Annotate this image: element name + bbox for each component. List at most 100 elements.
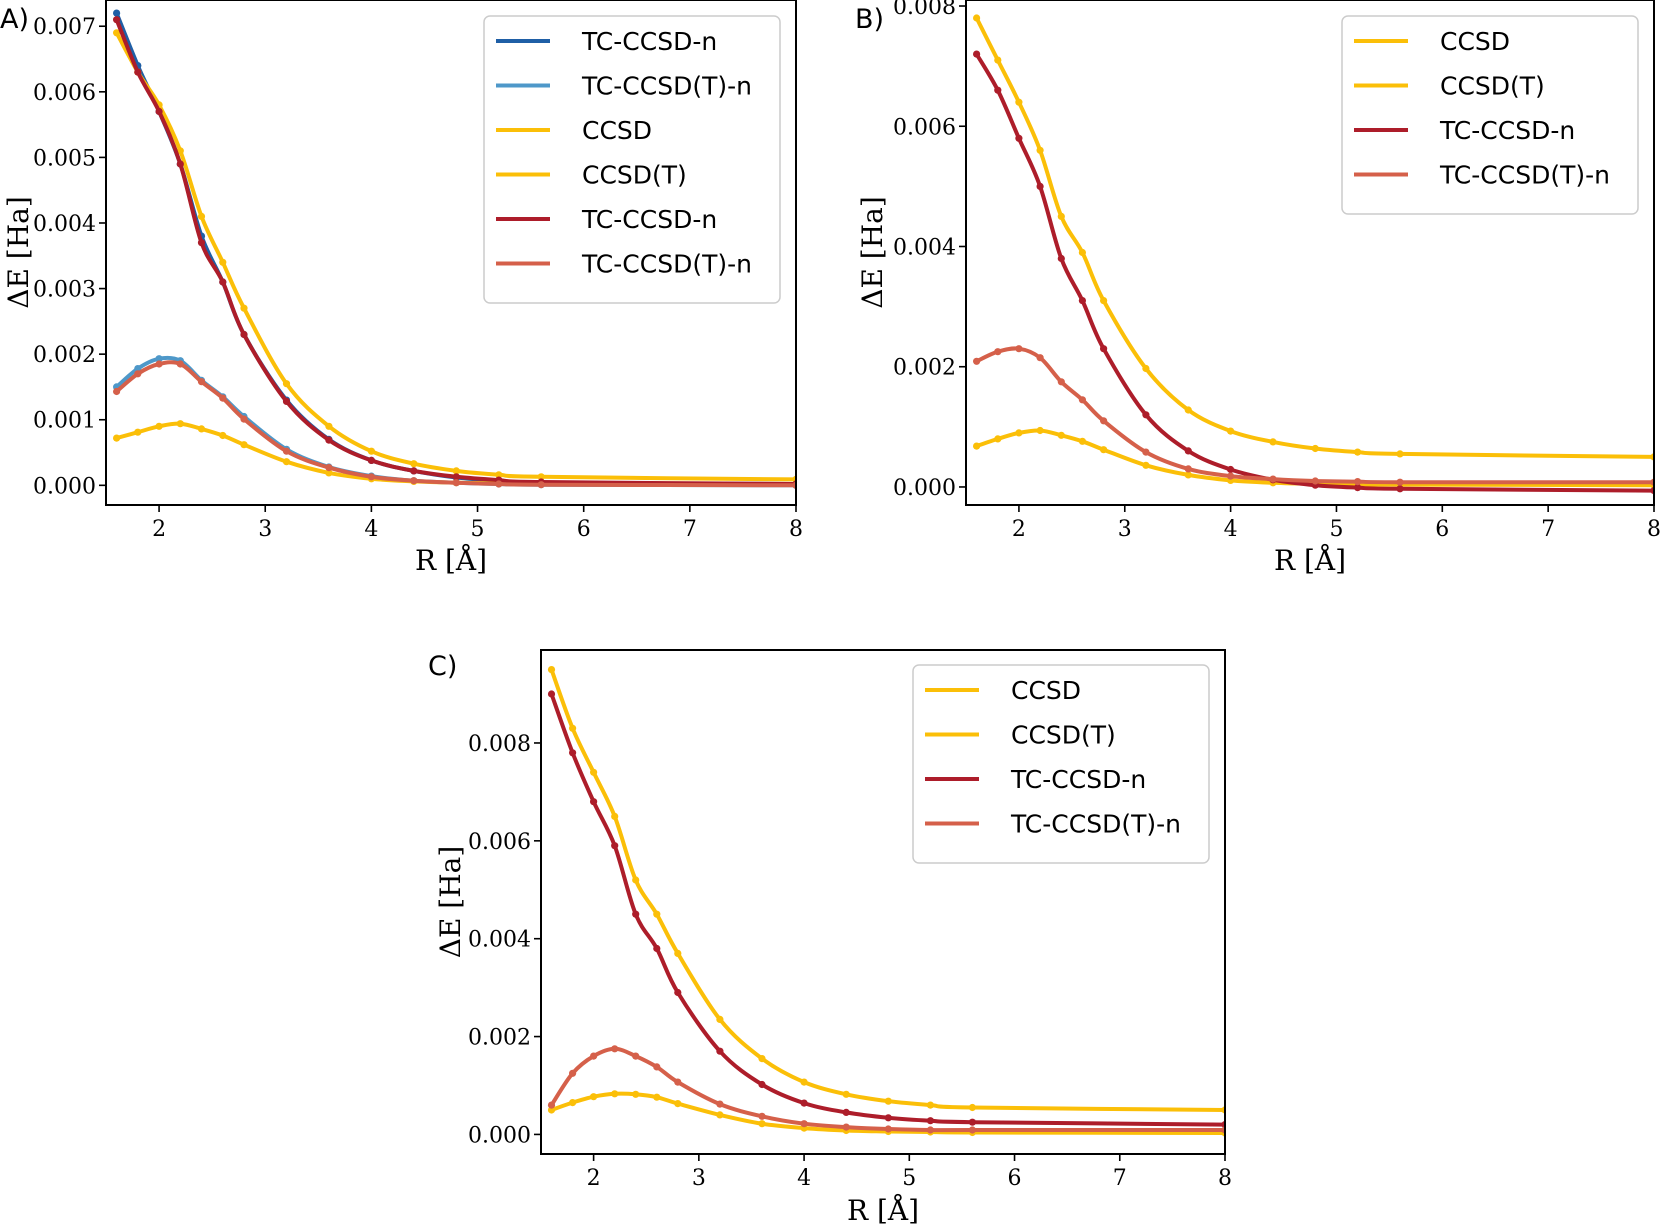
data-point [325, 436, 333, 444]
series-line-0 [974, 16, 1654, 459]
series-line-2 [974, 52, 1654, 493]
series-line-2 [549, 692, 1225, 1127]
data-point [113, 434, 121, 442]
data-point [495, 471, 503, 479]
data-point [842, 1090, 850, 1098]
data-point [367, 473, 375, 481]
y-tick-label: 0.005 [33, 146, 96, 171]
y-tick-label: 0.006 [468, 830, 531, 855]
data-point [994, 348, 1002, 356]
data-point [1142, 461, 1150, 469]
data-point [282, 397, 291, 405]
data-point [113, 9, 121, 17]
x-tick-label: 2 [152, 517, 166, 542]
legend-entry: TC-CCSD-n [1010, 765, 1146, 794]
data-point [1015, 98, 1023, 106]
data-point [134, 68, 142, 76]
data-point [134, 428, 142, 436]
data-point [968, 1103, 977, 1112]
data-point [113, 16, 121, 24]
data-point [653, 1093, 661, 1101]
data-point [611, 812, 619, 821]
plot-frame [965, 0, 1655, 506]
y-tick-label: 0.004 [893, 235, 956, 260]
legend-entry: TC-CCSD-n [1439, 116, 1575, 145]
data-point [973, 442, 981, 450]
legend: CCSD CCSD(T) TC-CCSD-n TC-CCSD(T)-n [912, 664, 1210, 864]
data-point [452, 479, 460, 487]
data-point [537, 481, 545, 489]
data-point [884, 1114, 892, 1122]
x-tick-label: 8 [1647, 517, 1661, 542]
data-point [282, 458, 291, 466]
data-point [325, 469, 333, 477]
data-point [113, 29, 121, 37]
data-point [1269, 438, 1277, 446]
legend-box [483, 15, 781, 304]
plot-area [973, 14, 1654, 495]
data-point [632, 876, 640, 884]
data-point [1100, 446, 1108, 454]
data-point [240, 330, 248, 339]
legend: CCSD CCSD(T) TC-CCSD-n TC-CCSD(T)-n [1341, 15, 1639, 215]
x-tick-label: 2 [587, 1166, 601, 1191]
data-point [674, 988, 682, 997]
data-point [1078, 248, 1086, 257]
data-point [758, 1120, 766, 1128]
data-point [968, 1126, 977, 1134]
data-point [1036, 426, 1044, 435]
data-point [632, 910, 640, 918]
data-point [113, 387, 121, 396]
data-point [716, 1047, 724, 1055]
x-tick-label: 3 [692, 1166, 706, 1191]
plot-area [547, 666, 1225, 1137]
data-point [653, 944, 661, 953]
series-line-4 [114, 17, 796, 486]
x-tick-label: 7 [1113, 1166, 1127, 1191]
data-point [197, 239, 206, 247]
y-tick-label: 0.006 [893, 115, 956, 140]
series-line-3 [549, 1046, 1225, 1133]
data-point [134, 370, 142, 378]
x-tick-label: 7 [1541, 517, 1555, 542]
data-point [325, 422, 333, 430]
data-point [674, 1078, 682, 1086]
data-point [994, 86, 1002, 94]
y-tick-label: 0.008 [468, 732, 531, 757]
y-tick-label: 0.002 [33, 343, 96, 368]
data-point [410, 477, 418, 485]
data-point [1311, 477, 1319, 485]
y-tick-label: 0.002 [468, 1026, 531, 1051]
data-point [1227, 465, 1235, 474]
data-point [632, 1052, 640, 1060]
data-point [590, 1093, 598, 1101]
data-point [176, 420, 184, 428]
legend-entry: TC-CCSD(T)-n [1010, 810, 1181, 839]
data-point [1057, 254, 1065, 263]
data-point [155, 355, 163, 363]
data-point [176, 147, 184, 155]
data-point [926, 1117, 935, 1125]
y-axis-label: ΔE [Ha] [856, 196, 889, 309]
data-point [1078, 297, 1086, 305]
x-tick-label: 5 [1329, 517, 1343, 542]
data-point [410, 467, 418, 475]
data-point [611, 842, 619, 850]
data-point [197, 425, 206, 433]
data-point [716, 1111, 724, 1119]
data-point [452, 467, 460, 475]
data-point [197, 212, 206, 220]
data-point [926, 1126, 935, 1134]
legend: TC-CCSD-n TC-CCSD(T)-n CCSD CCSD(T) TC-CCSD-… [483, 15, 781, 304]
data-point [547, 666, 556, 674]
data-point [674, 949, 682, 958]
series-line-3 [974, 346, 1654, 485]
data-point [219, 258, 227, 266]
y-tick-label: 0.004 [33, 212, 96, 237]
x-tick-label: 3 [1118, 517, 1132, 542]
legend-box [1341, 15, 1639, 215]
plot-frame [540, 649, 1226, 1155]
data-point [1015, 429, 1023, 437]
y-axis-label: ΔE [Ha] [434, 846, 467, 959]
